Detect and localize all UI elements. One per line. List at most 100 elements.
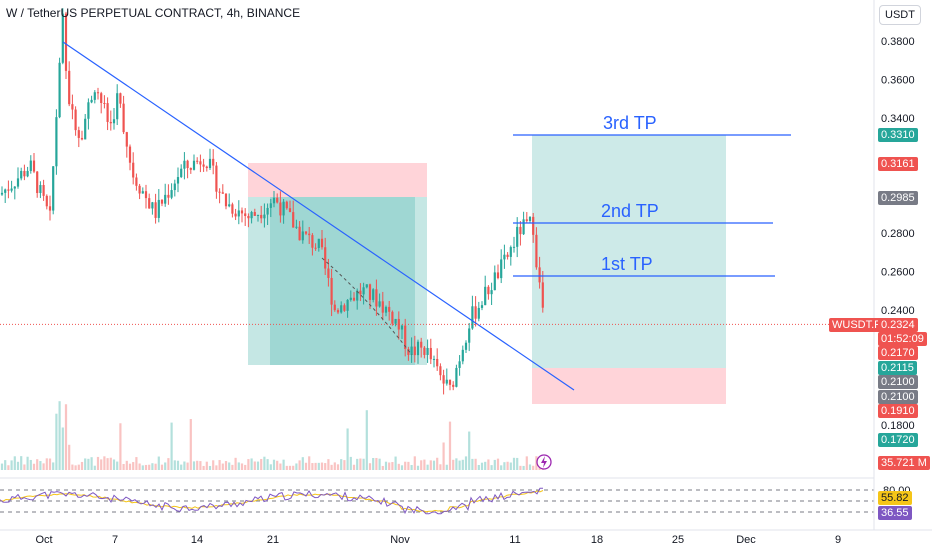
countdown-tag: 01:52:09 — [878, 332, 927, 346]
candle-body — [474, 306, 477, 319]
candle-body — [327, 268, 330, 278]
volume-bar — [170, 422, 173, 470]
volume-bar — [464, 456, 468, 470]
price-tick-label: 0.3600 — [881, 74, 915, 86]
time-tick-label: 7 — [112, 534, 118, 546]
price-tag: 0.2985 — [878, 191, 918, 205]
volume-bar — [480, 462, 484, 470]
price-tick-label: 0.3400 — [881, 113, 915, 125]
candle-body — [388, 306, 391, 312]
price-tag: 0.3310 — [878, 128, 918, 142]
candle-body — [426, 347, 429, 355]
short-filled-zone — [270, 197, 415, 365]
volume-bar — [45, 458, 48, 470]
volume-bar — [80, 461, 84, 470]
volume-bar — [375, 457, 378, 470]
volume-bar — [135, 457, 138, 470]
candle-body — [23, 170, 26, 177]
volume-bar — [29, 459, 32, 470]
currency-button[interactable]: USDT — [879, 5, 921, 25]
candle-body — [288, 208, 292, 213]
volume-bar — [378, 458, 381, 470]
candle-body — [90, 99, 93, 103]
candle-body — [109, 121, 112, 124]
price-tag: 0.1910 — [878, 404, 918, 418]
volume-bar — [199, 461, 202, 470]
volume-bar — [279, 463, 282, 470]
candle-body — [516, 226, 519, 247]
volume-bar — [346, 428, 349, 470]
volume-bar — [516, 457, 519, 470]
candle-body — [493, 272, 496, 291]
volume-bar — [68, 444, 71, 470]
candle-body — [100, 93, 103, 103]
candle-body — [48, 206, 52, 211]
volume-bar — [432, 460, 436, 470]
short-stop-zone — [248, 163, 427, 197]
candle-body — [183, 160, 186, 169]
volume-bar — [458, 460, 461, 470]
volume-bar — [474, 458, 477, 470]
volume-bar — [407, 461, 410, 470]
candle-body — [221, 192, 224, 194]
candle-body — [416, 341, 420, 356]
rsi-ma-line — [0, 490, 544, 513]
volume-bar — [324, 463, 327, 470]
volume-bar — [400, 465, 404, 470]
candle-body — [522, 219, 525, 235]
candle-body — [180, 168, 183, 178]
candle-body — [407, 348, 410, 355]
candle-body — [461, 349, 464, 362]
chart-title: W / TetherUS PERPETUAL CONTRACT, 4h, BIN… — [6, 6, 301, 20]
candle-body — [378, 301, 381, 307]
volume-bar — [439, 464, 442, 470]
candle-body — [103, 102, 106, 104]
candle-body — [442, 375, 445, 384]
price-tick-label: 0.1800 — [881, 420, 915, 432]
candle-body — [445, 379, 448, 384]
volume-bar — [58, 401, 61, 470]
candle-body — [538, 267, 541, 283]
candle-body — [311, 235, 314, 248]
candle-body — [320, 238, 324, 248]
volume-bar — [4, 460, 7, 470]
volume-bar — [234, 457, 237, 470]
volume-bar — [103, 456, 106, 470]
candle-body — [509, 247, 512, 257]
price-tick-label: 0.2600 — [881, 266, 915, 278]
volume-bar — [327, 459, 330, 470]
volume-bar — [215, 465, 218, 470]
candle-body — [148, 198, 151, 209]
candle-body — [80, 137, 84, 140]
candle-body — [512, 246, 516, 248]
volume-bar — [298, 460, 301, 470]
candle-body — [74, 109, 77, 131]
volume-bar — [154, 463, 157, 470]
volume-bar — [509, 462, 512, 470]
volume-bar — [55, 413, 58, 470]
volume-bar — [340, 459, 343, 470]
candle-body — [116, 93, 119, 120]
volume-bar — [336, 464, 340, 470]
candle-body — [308, 233, 311, 236]
volume-bar — [429, 460, 432, 470]
volume-bar — [272, 459, 276, 470]
candle-body — [420, 341, 423, 348]
candle-body — [176, 177, 180, 184]
volume-bar — [269, 464, 272, 470]
volume-bar — [397, 463, 400, 470]
volume-bar — [423, 459, 426, 470]
volume-bar — [119, 423, 122, 470]
candle-body — [269, 203, 272, 208]
candle-body — [324, 247, 327, 269]
candle-body — [496, 272, 500, 279]
candle-body — [368, 284, 372, 300]
volume-bar — [109, 457, 112, 470]
candle-body — [144, 191, 148, 199]
time-tick-label: 18 — [591, 534, 603, 546]
candle-body — [528, 216, 532, 221]
candle-body — [359, 290, 362, 295]
volume-bar — [468, 431, 471, 470]
candle-body — [394, 318, 397, 324]
